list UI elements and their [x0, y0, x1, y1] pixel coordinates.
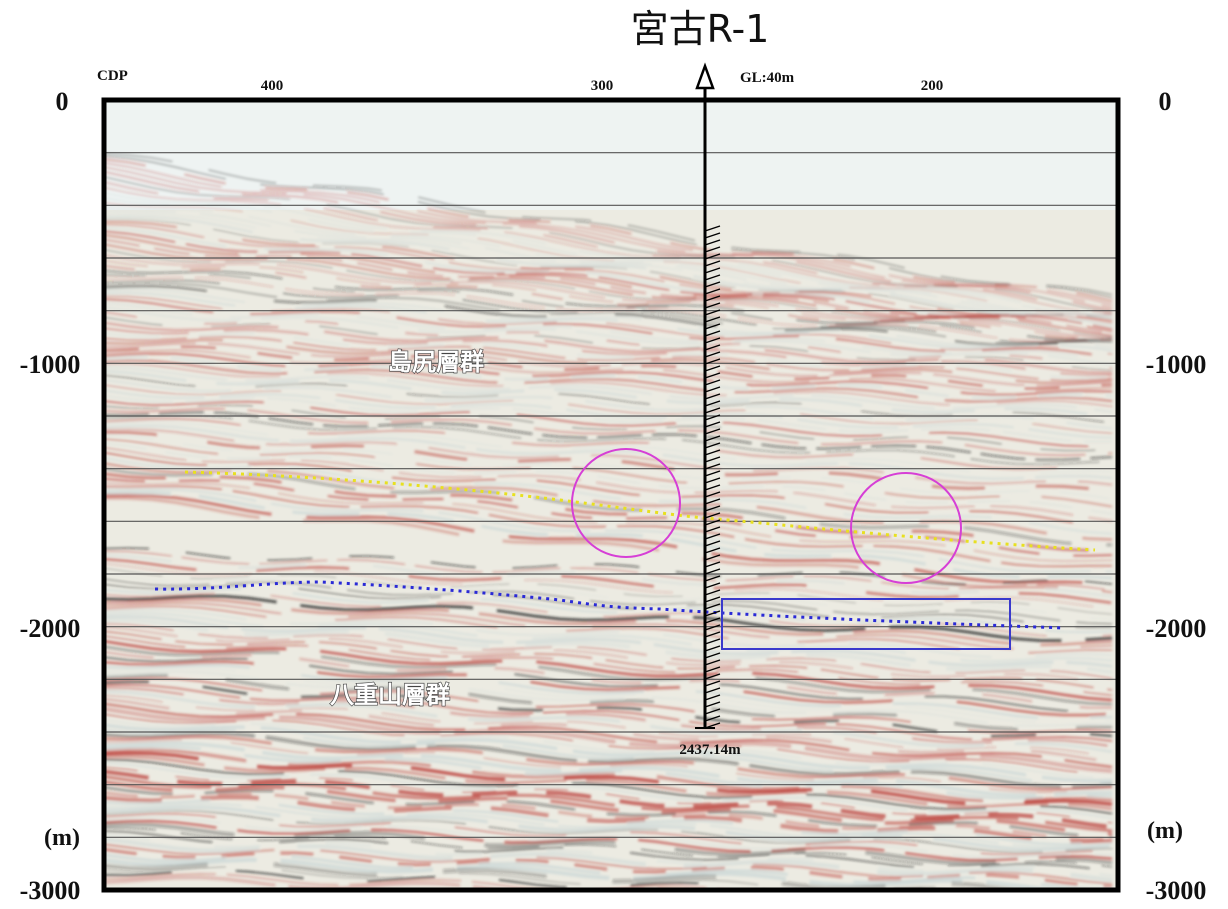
- formation-label-lower: 八重山層群: [330, 681, 450, 709]
- seismic-panel: [104, 100, 1118, 890]
- depth-label-left-2000: -2000: [20, 614, 81, 643]
- unit-label-left: (m): [44, 825, 80, 851]
- depth-label-right-3000: -3000: [1146, 876, 1207, 905]
- depth-label-right-1000: -1000: [1146, 350, 1207, 379]
- cdp-tick-400: 400: [261, 78, 284, 94]
- depth-label-left-0: 0: [56, 87, 69, 116]
- anomaly-circle-left: [571, 448, 681, 558]
- cdp-tick-300: 300: [591, 78, 614, 94]
- total-depth-label: 2437.14m: [679, 742, 741, 758]
- depth-label-left-3000: -3000: [20, 876, 81, 905]
- depth-label-right-2000: -2000: [1146, 614, 1207, 643]
- cdp-axis-label: CDP: [97, 68, 128, 84]
- well-track: [695, 88, 721, 729]
- highlight-box: [721, 598, 1011, 650]
- depth-label-left-1000: -1000: [20, 350, 81, 379]
- panel-frame: [101, 97, 1121, 893]
- ground-level-label: GL:40m: [740, 70, 795, 86]
- depth-label-right-0: 0: [1159, 87, 1172, 116]
- cdp-tick-200: 200: [921, 78, 944, 94]
- blue-horizon-line: [154, 580, 1066, 630]
- formation-label-upper: 島尻層群: [388, 348, 484, 376]
- anomaly-circle-right: [850, 472, 962, 584]
- well-name-title: 宮古R-1: [631, 7, 770, 51]
- well-arrow-icon: [695, 62, 715, 90]
- unit-label-right: (m): [1147, 818, 1183, 844]
